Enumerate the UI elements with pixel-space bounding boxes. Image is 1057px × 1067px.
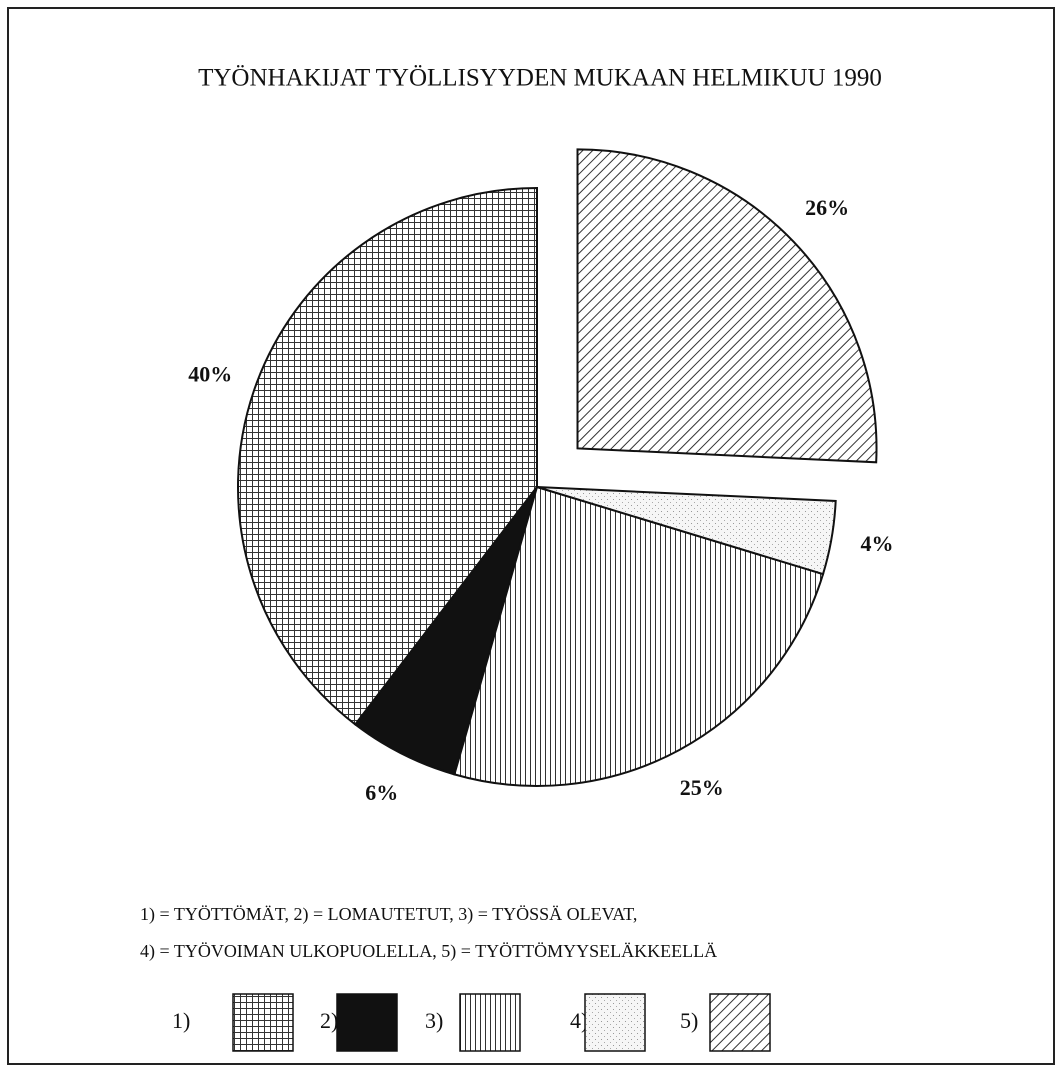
legend-swatch bbox=[584, 993, 646, 1052]
pie-slice bbox=[536, 486, 837, 576]
legend-note: 4) = TYÖVOIMAN ULKOPUOLELLA, 5) = TYÖTTÖ… bbox=[140, 941, 717, 962]
data-label: 4% bbox=[860, 531, 893, 556]
chart-title: TYÖNHAKIJAT TYÖLLISYYDEN MUKAAN HELMIKUU… bbox=[198, 65, 882, 92]
data-label: 6% bbox=[365, 780, 398, 805]
legend-note: 1) = TYÖTTÖMÄT, 2) = LOMAUTETUT, 3) = TY… bbox=[140, 904, 637, 925]
legend-label: 3) bbox=[425, 1008, 443, 1033]
pie-slice bbox=[576, 148, 878, 464]
pie-slice bbox=[453, 485, 825, 787]
legend-swatch bbox=[709, 993, 771, 1052]
legend-label: 5) bbox=[680, 1008, 698, 1033]
frame bbox=[7, 7, 1055, 1065]
legend-swatch bbox=[232, 993, 294, 1052]
legend-swatch bbox=[336, 993, 398, 1052]
legend-label: 4) bbox=[570, 1008, 588, 1033]
legend-swatch bbox=[459, 993, 521, 1052]
data-label: 26% bbox=[805, 195, 849, 220]
legend-label: 2) bbox=[320, 1008, 338, 1033]
data-label: 40% bbox=[188, 361, 232, 386]
data-label: 25% bbox=[680, 775, 724, 800]
legend-label: 1) bbox=[172, 1008, 190, 1033]
pie-slice bbox=[237, 186, 538, 726]
